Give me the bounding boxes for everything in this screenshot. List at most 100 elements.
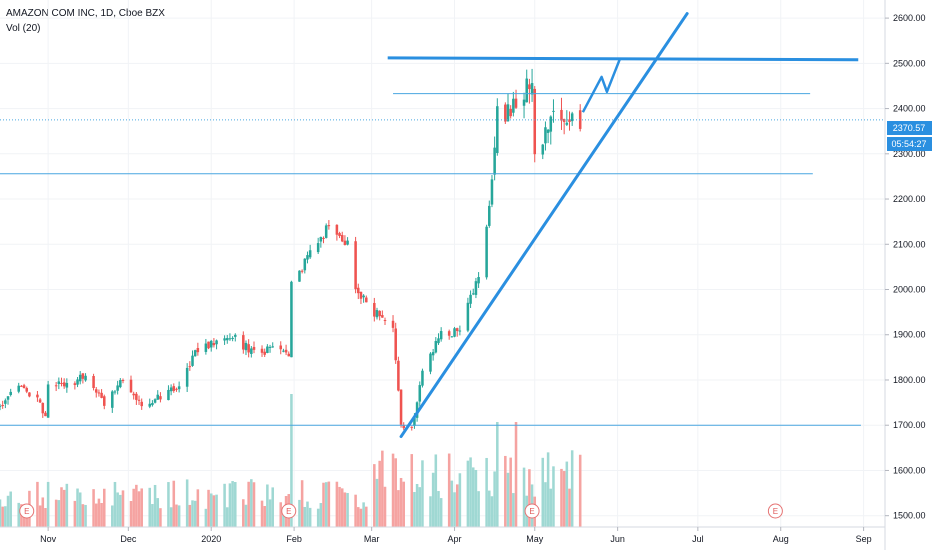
candle-body — [303, 258, 307, 271]
volume-bar — [94, 503, 98, 527]
volume-bar — [324, 482, 328, 527]
candle-body — [263, 351, 266, 355]
volume-bar — [260, 500, 264, 527]
candle-body — [485, 226, 488, 278]
volume-bar — [410, 454, 414, 527]
volume-bar — [340, 488, 344, 527]
volume-bar — [54, 499, 58, 527]
candle-body — [287, 353, 291, 357]
x-tick-label: May — [526, 534, 544, 544]
candle-body — [447, 331, 451, 336]
volume-bar — [429, 496, 432, 527]
candle-body — [375, 310, 379, 318]
volume-bar — [244, 504, 248, 527]
candle-body — [97, 392, 101, 394]
candle-body — [506, 104, 510, 122]
volume-bar — [514, 422, 518, 527]
candle-body — [247, 344, 250, 353]
volume-bar — [485, 457, 488, 527]
volume-bar — [568, 488, 571, 527]
candle-body — [188, 366, 192, 368]
volume-bar — [306, 501, 309, 527]
candle-body — [111, 391, 114, 408]
volume-bar — [335, 481, 339, 527]
candle-body — [225, 338, 229, 341]
candle-body — [402, 425, 406, 429]
candle-body — [469, 294, 472, 304]
candle-body — [113, 391, 117, 393]
y-tick-label: 2500.00 — [893, 58, 926, 68]
candle-body — [271, 346, 274, 348]
candle-body — [418, 385, 422, 402]
candle-body — [193, 350, 197, 357]
volume-bar — [560, 468, 563, 527]
candle-body — [466, 302, 470, 331]
candle-body — [244, 342, 248, 351]
volume-bar — [453, 492, 456, 527]
volume-bar — [415, 483, 419, 527]
volume-bar — [231, 481, 234, 527]
volume-bar — [373, 464, 376, 527]
candle-body — [496, 106, 499, 153]
volume-bar — [431, 472, 435, 527]
volume-bar — [450, 480, 454, 527]
volume-bar — [477, 491, 480, 527]
volume-bar — [343, 492, 347, 527]
candle-body — [421, 370, 424, 386]
volume-bar — [113, 481, 117, 527]
candle-body — [514, 98, 518, 108]
chart-title: AMAZON COM INC, 1D, Cboe BZX — [6, 8, 165, 19]
volume-bar — [362, 502, 365, 527]
candle-body — [373, 302, 376, 317]
candle-body — [84, 375, 87, 381]
candle-body — [541, 144, 545, 155]
candle-body — [546, 129, 550, 133]
candle-body — [266, 346, 269, 353]
candle-body — [94, 389, 98, 393]
candle-body — [4, 400, 7, 404]
volume-bar — [60, 487, 63, 527]
volume-bar — [1, 506, 4, 527]
volume-bar — [338, 486, 341, 527]
candle-body — [204, 343, 208, 352]
candle-body — [431, 352, 435, 356]
y-tick-label: 1500.00 — [893, 511, 926, 521]
volume-bar — [549, 488, 553, 527]
drawing-tools[interactable] — [0, 12, 885, 439]
candle-body — [20, 385, 23, 387]
volume-bar — [234, 482, 237, 527]
volume-bar — [172, 480, 176, 527]
volume-bar — [375, 478, 379, 527]
candle-body — [6, 396, 10, 400]
volume-bar — [242, 499, 245, 527]
candle-body — [340, 235, 344, 242]
candle-body — [346, 240, 349, 245]
candle-body — [568, 119, 571, 122]
candle-body — [458, 330, 462, 332]
volume-bar — [565, 461, 569, 527]
volume-bar — [552, 466, 555, 527]
chart-grid — [0, 0, 885, 527]
candle-body — [228, 338, 232, 340]
candle-body — [137, 399, 141, 401]
volume-bar — [103, 488, 106, 527]
candle-body — [185, 367, 189, 387]
x-tick-label: Sep — [856, 534, 872, 544]
volume-bar — [247, 481, 250, 527]
time-axis[interactable]: Nov Dec 2020 Feb Mar Apr May Jun Jul Aug Sep — [40, 527, 872, 544]
volume-bar — [546, 452, 550, 527]
candle-body — [560, 109, 563, 121]
candle-body — [284, 349, 288, 353]
y-tick-label: 2200.00 — [893, 194, 926, 204]
volume-bar — [263, 506, 266, 527]
price-axis[interactable]: 1500.00 1600.00 1700.00 1800.00 1900.00 2000.… — [885, 13, 926, 521]
candle-body — [116, 385, 119, 391]
volume-bar — [121, 490, 125, 527]
last-price-value: 2370.57 — [893, 123, 926, 133]
volume-bar — [62, 489, 66, 527]
candle-body — [308, 250, 312, 258]
bar-countdown-tag: 05:54:27 — [887, 137, 932, 151]
volume-bar — [474, 469, 478, 527]
